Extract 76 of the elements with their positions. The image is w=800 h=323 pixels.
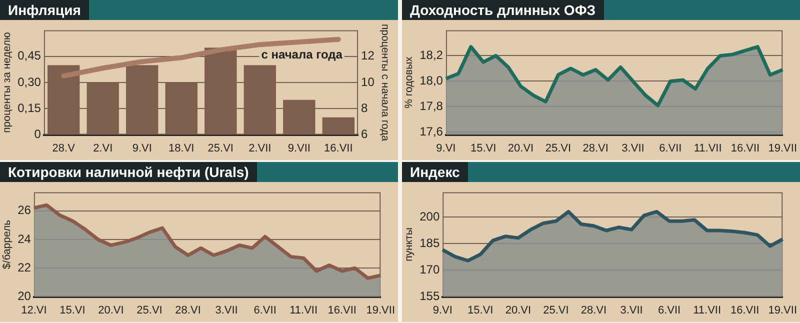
bar	[47, 65, 80, 134]
x-tick-label: 28.V	[52, 142, 76, 154]
x-tick-label: 25.VI	[545, 142, 572, 154]
y-axis-title: % годовых	[403, 56, 416, 108]
x-tick-label: 19.VII	[768, 142, 798, 154]
y-tick-label: 170	[420, 262, 440, 277]
y2-tick-label: 8	[361, 100, 368, 115]
bar	[86, 82, 119, 134]
x-tick-label: 28.VI	[175, 304, 201, 316]
y2-tick-label: 12	[361, 48, 375, 63]
y-tick-label: 18,0	[420, 74, 444, 88]
x-tick-label: 28.VI	[580, 304, 607, 316]
y-tick-label: 17,8	[420, 99, 444, 114]
y-tick-label: 18,2	[420, 48, 444, 62]
x-tick-label: 16.VII	[328, 304, 356, 316]
x-tick-label: 9.VI	[432, 304, 452, 316]
chart-title: Котировки наличной нефти (Urals)	[0, 162, 257, 182]
y2-axis-title: проценты с начала года	[378, 24, 391, 142]
x-tick-label: 9.VII	[288, 142, 310, 154]
x-tick-label: 16.VII	[730, 304, 760, 316]
x-tick-label: 12.VI	[21, 304, 47, 316]
x-tick-label: 3.VII	[620, 304, 643, 316]
x-tick-label: 19.VII	[768, 304, 798, 316]
bar	[165, 82, 198, 134]
x-tick-label: 16.VII	[730, 142, 760, 154]
y-tick-label: 0,45	[18, 48, 42, 63]
bar	[204, 48, 237, 134]
x-tick-label: 3.VII	[622, 142, 644, 154]
x-tick-label: 20.VI	[98, 304, 124, 316]
x-tick-label: 16.VII	[324, 142, 353, 154]
x-tick-label: 9.VI	[436, 142, 456, 154]
bar	[283, 100, 316, 134]
y2-tick-label: 6	[361, 127, 368, 142]
y-tick-label: 155	[420, 289, 440, 304]
chart-title: Индекс	[402, 162, 468, 182]
y-tick-label: 20	[18, 289, 32, 304]
y-axis-title: $/баррель	[1, 219, 14, 270]
x-tick-label: 15.VI	[468, 304, 494, 316]
chart-title: Инфляция	[0, 0, 89, 20]
y-axis-title: проценты за неделю	[1, 32, 14, 133]
y-tick-label: 24	[18, 232, 32, 246]
x-tick-label: 25.VI	[543, 304, 569, 316]
x-tick-label: 2.VII	[248, 142, 272, 154]
bar	[322, 117, 355, 134]
series-label: с начала года	[261, 48, 343, 62]
x-tick-label: 6.VII	[254, 304, 276, 316]
y-axis-title: пункты	[403, 228, 416, 262]
y-tick-label: 0	[34, 127, 42, 142]
y-tick-label: 26	[18, 203, 32, 218]
y-tick-label: 0,15	[18, 100, 42, 115]
x-tick-label: 3.VII	[215, 304, 238, 316]
x-tick-label: 25.VI	[136, 304, 162, 316]
y-tick-label: 0,30	[18, 74, 42, 89]
y-tick-label: 22	[18, 260, 32, 274]
x-tick-label: 11.VII	[290, 304, 318, 316]
x-tick-label: 25.VI	[208, 142, 234, 154]
y2-tick-label: 10	[361, 74, 375, 89]
chart-title: Доходность длинных ОФЗ	[402, 0, 604, 20]
x-tick-label: 20.VI	[508, 142, 534, 154]
x-tick-label: 9.VI	[132, 142, 152, 154]
x-tick-label: 2.VI	[93, 142, 113, 154]
x-tick-label: 6.VII	[659, 142, 682, 154]
x-tick-label: 6.VII	[658, 304, 681, 316]
x-tick-label: 28.VI	[582, 142, 608, 154]
x-tick-label: 11.VII	[693, 304, 722, 316]
y-tick-label: 17,6	[420, 124, 444, 139]
y-tick-label: 185	[420, 236, 440, 250]
bar	[126, 65, 158, 134]
x-tick-label: 11.VII	[694, 142, 722, 154]
x-tick-label: 18.VI	[168, 142, 194, 154]
x-tick-label: 20.VI	[505, 304, 532, 316]
y-tick-label: 200	[420, 209, 440, 224]
x-tick-label: 15.VI	[60, 304, 86, 316]
bar	[244, 65, 276, 134]
x-tick-label: 15.VI	[470, 142, 496, 154]
x-tick-label: 19.VII	[366, 304, 396, 316]
